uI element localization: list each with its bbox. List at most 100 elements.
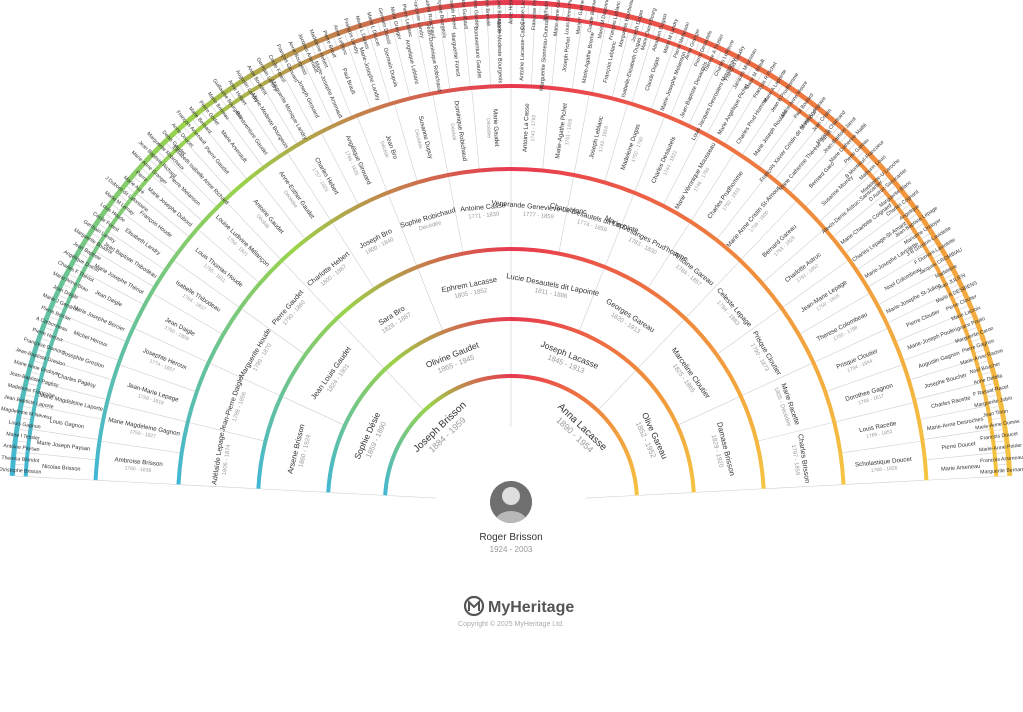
ancestor-card[interactable]: Christophe Brisson — [0, 467, 42, 476]
ancestor-card[interactable]: Susanne Morrey — [821, 175, 855, 208]
ancestor-card[interactable]: Theresa Blondot — [1, 455, 40, 464]
ancestor-card[interactable]: Marie-Joseph Poulin — [907, 327, 957, 351]
ancestor-card[interactable]: Claude Breme — [587, 0, 598, 33]
ancestor-card[interactable]: Marie Arseneau — [941, 464, 981, 473]
ancestor-card[interactable]: Marguerite Forest — [449, 32, 460, 77]
ancestor-card[interactable]: Louis Pierre Pichet — [564, 0, 575, 35]
ancestor-card[interactable]: Elisabeth Landry — [124, 228, 162, 257]
ancestor-card[interactable]: Marguerite Jobin — [974, 395, 1013, 409]
ancestor-card[interactable]: Angelique Leblanc — [404, 39, 420, 85]
ancestor-card[interactable]: Marie-Agathe Breme — [581, 32, 596, 84]
ancestor-card[interactable]: François Houde — [138, 210, 173, 239]
ancestor-card[interactable]: Marie Arsenault — [219, 129, 248, 164]
ancestor-card[interactable]: Françoise Pequet — [531, 0, 539, 31]
ancestor-card[interactable]: Louis Gagnon — [49, 418, 84, 430]
ancestor-card[interactable]: Nicolas Brisson — [42, 464, 81, 473]
ancestor-card[interactable]: Joseph Forest — [448, 0, 458, 30]
ancestor-card[interactable]: Germain Dupuis — [382, 47, 399, 88]
ancestor-card[interactable]: Marie Joseph Paysan — [36, 440, 90, 453]
ancestor-card[interactable]: Marie-Anne Guilbault — [553, 0, 564, 36]
ancestor-card[interactable]: Marie Guilbault — [459, 0, 468, 30]
ancestor-card[interactable]: Alexis-Denis Astruc-Sanscartier — [821, 179, 884, 235]
ancestor-card[interactable]: Marguerite Bernard — [980, 467, 1023, 476]
ancestor-card[interactable]: Jean Tinon — [982, 408, 1008, 419]
ancestor-card[interactable]: François Leblanc — [603, 40, 618, 83]
ancestor-card[interactable]: Augustin Gagnon — [918, 351, 961, 370]
ancestor-card[interactable]: Mathurin — [543, 0, 550, 21]
ancestor-card[interactable]: Claude Dugas — [645, 56, 662, 92]
ancestor-card[interactable]: Marie-Anne Poirier — [979, 443, 1023, 454]
ancestor-card[interactable]: Paul Brault — [340, 68, 356, 96]
ancestor-card[interactable]: Marie F Gatineau — [575, 0, 587, 35]
ancestor-card[interactable]: Josephe Boucher — [924, 373, 968, 391]
ancestor-card[interactable]: Joseph Girouard — [296, 80, 320, 120]
ancestor-card[interactable]: Marie-Modeste Bourgeois — [495, 19, 503, 83]
ancestor-card[interactable]: Charles Racette — [931, 395, 971, 410]
ancestor-card[interactable]: Elisabeth Isabelle Anne Richard — [171, 145, 230, 206]
ancestor-card[interactable]: C Casse-Lacasse — [520, 0, 527, 30]
ancestor-card[interactable]: Marie-Josephe Melanson — [660, 51, 688, 112]
ancestor-card[interactable]: Bernard Garo — [808, 161, 836, 190]
ancestor-card[interactable]: Bonaventure Gaudet — [472, 26, 482, 78]
ancestor-card[interactable]: Marie I Tessier — [6, 431, 40, 442]
ancestor-card[interactable]: Marie Brevelé — [483, 0, 491, 26]
ancestor-card[interactable]: Guillaume Bourgeois — [495, 0, 502, 34]
ancestor-card[interactable]: Anne Hebert — [509, 0, 515, 24]
ancestor-card[interactable]: Antoine Lacasse-Casse — [519, 22, 526, 81]
ancestor-card[interactable]: Louis Gagnon — [8, 420, 41, 431]
ancestor-card[interactable]: Pierre Leblanc — [400, 4, 413, 38]
ancestor-card[interactable]: Pierre Doucet — [941, 441, 976, 451]
ancestor-card[interactable]: Francois Doucet — [980, 431, 1019, 442]
ancestor-card[interactable]: Antoine La Casse 1741 - 1792 — [522, 103, 538, 153]
ancestor-card[interactable]: Josephte Greslon — [61, 350, 104, 370]
ancestor-card[interactable]: Marguerite Sionneau-Dumoulin — [539, 13, 551, 91]
ancestor-card[interactable]: Charles Pagésy — [57, 373, 97, 389]
